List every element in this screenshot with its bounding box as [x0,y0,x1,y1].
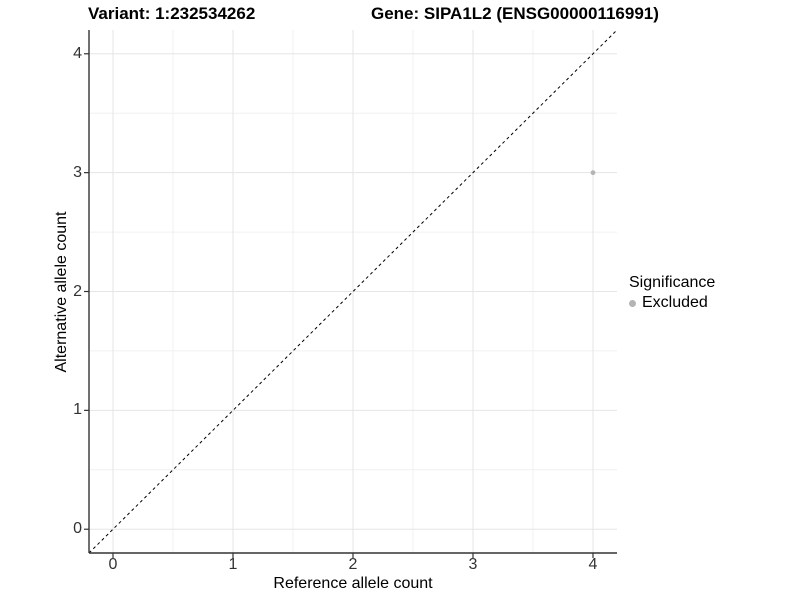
legend-title: Significance [629,274,716,291]
y-tick-label: 1 [73,401,82,419]
y-tick-label: 0 [73,520,82,538]
x-axis-title: Reference allele count [273,575,433,592]
y-tick-label: 2 [73,282,82,300]
y-axis-title: Alternative allele count [53,211,70,373]
y-tick-label: 4 [73,44,82,62]
gene-title: Gene: SIPA1L2 (ENSG00000116991) [371,4,659,23]
x-tick-label: 0 [108,556,118,573]
legend: Significance Excluded [629,274,715,312]
legend-item-excluded: Excluded [629,294,715,312]
y-tick-label: 3 [73,163,82,181]
variant-title: Variant: 1:232534262 [88,4,256,23]
x-tick-label: 4 [588,556,598,573]
x-tick-label: 2 [348,556,358,573]
legend-item-label: Excluded [642,294,708,311]
data-point [590,170,596,176]
identity-line [88,29,618,554]
legend-point-icon [629,299,636,307]
x-tick-label: 3 [468,556,478,573]
x-tick-label: 1 [228,556,238,573]
